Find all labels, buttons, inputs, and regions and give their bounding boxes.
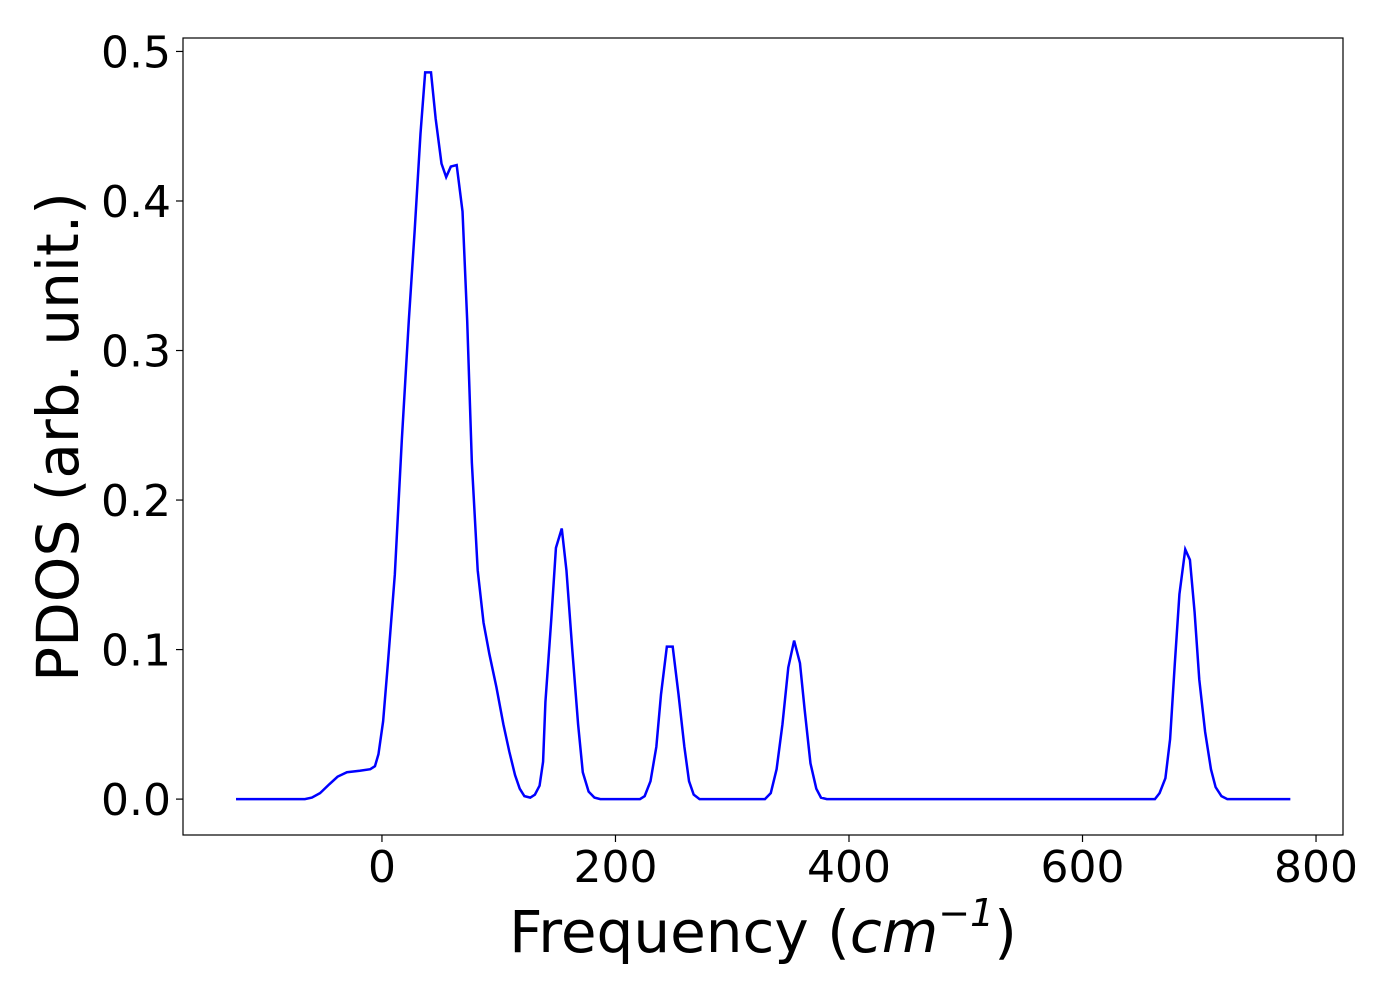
- y-tick-label: 0.2: [101, 476, 171, 527]
- y-tick-label: 0.5: [101, 27, 171, 78]
- x-label-exponent: −1: [938, 891, 994, 935]
- y-tick-label: 0.0: [101, 775, 171, 826]
- y-tick-label: 0.3: [101, 327, 171, 378]
- x-label-text: ): [994, 898, 1017, 966]
- x-label-unit: cm: [850, 898, 938, 966]
- x-label-text: Frequency (: [509, 898, 850, 966]
- y-axis-label: PDOS (arb. unit.): [24, 192, 92, 682]
- x-tick-label: 600: [1041, 842, 1125, 893]
- y-tick-label: 0.1: [101, 626, 171, 677]
- data-line: [236, 71, 1291, 801]
- x-axis-label: Frequency (cm−1): [509, 891, 1017, 966]
- plot-frame: [182, 37, 1344, 836]
- x-tick-label: 400: [807, 842, 891, 893]
- x-tick-label: 0: [368, 842, 396, 893]
- x-tick-label: 200: [573, 842, 657, 893]
- y-tick-label: 0.4: [101, 177, 171, 228]
- x-tick-label: 800: [1274, 842, 1358, 893]
